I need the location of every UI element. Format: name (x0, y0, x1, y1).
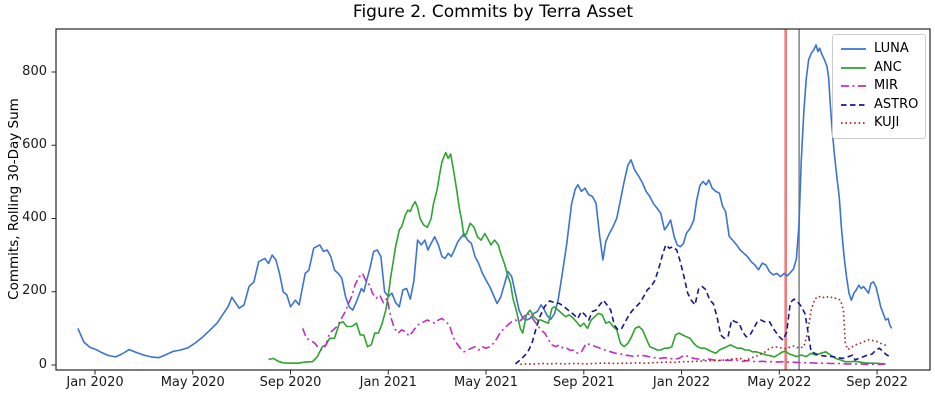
legend-label-anc: ANC (874, 59, 902, 75)
legend-label-astro: ASTRO (874, 96, 919, 112)
x-tick-label: Sep 2021 (552, 375, 615, 390)
plot-border (55, 28, 931, 371)
x-tick-label: May 2022 (747, 375, 812, 390)
legend-line-anc-icon (841, 66, 866, 69)
x-tick-label: May 2021 (453, 375, 519, 390)
legend-entry-mir: MIR (840, 77, 919, 96)
x-tick-label: Jan 2022 (652, 375, 711, 390)
legend-label-mir: MIR (874, 78, 899, 94)
series-line-mir (301, 272, 885, 366)
series-line-anc (268, 151, 886, 365)
x-tick-label: May 2020 (160, 375, 225, 390)
legend-entry-kuji: KUJI (840, 114, 919, 133)
y-tick-label: 0 (38, 356, 47, 372)
legend-label-kuji: KUJI (874, 115, 900, 131)
legend-line-luna-icon (841, 48, 866, 51)
y-tick-label: 600 (22, 136, 47, 152)
chart-title: Figure 2. Commits by Terra Asset (352, 2, 634, 22)
y-tick-label: 800 (22, 63, 47, 79)
x-tick-label: Jan 2021 (359, 375, 417, 390)
y-tick-label: 400 (22, 210, 47, 225)
x-tick-label: Jan 2020 (66, 375, 124, 390)
legend-entry-anc: ANC (840, 59, 919, 78)
x-tick-label: Sep 2022 (846, 375, 908, 390)
legend-line-mir-icon (841, 85, 866, 88)
y-axis-label: Commits, Rolling 30-Day Sum (6, 98, 22, 300)
x-tick-label: Sep 2020 (259, 375, 322, 390)
series-line-astro (514, 244, 891, 365)
legend-label-luna: LUNA (874, 41, 909, 57)
legend-entry-luna: LUNA (840, 40, 919, 59)
legend: LUNA ANC MIR ASTRO KUJI (832, 34, 926, 139)
y-tick-label: 200 (22, 283, 47, 299)
series-line-luna (77, 44, 893, 359)
legend-line-kuji-icon (841, 122, 866, 125)
series-line-kuji (520, 295, 889, 366)
legend-entry-astro: ASTRO (840, 96, 919, 115)
legend-line-astro-icon (841, 103, 866, 106)
